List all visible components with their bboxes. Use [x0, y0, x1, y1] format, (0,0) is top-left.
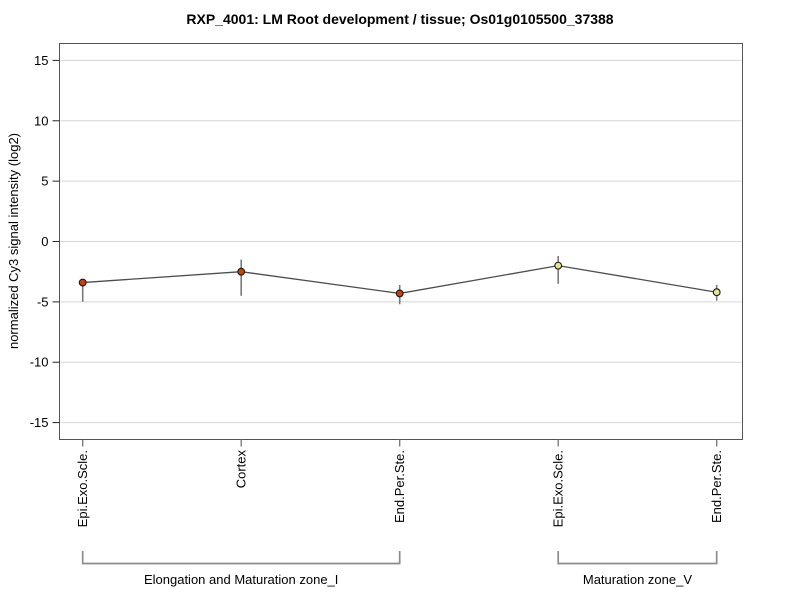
data-point — [78, 278, 87, 287]
group-label: Maturation zone_V — [582, 572, 692, 587]
y-tick-label: -10 — [30, 355, 49, 370]
data-point — [395, 289, 404, 298]
y-tick-label: 15 — [34, 53, 48, 68]
y-tick-label: -15 — [30, 415, 49, 430]
data-point — [237, 267, 246, 276]
x-tick-label: End.Per.Ste. — [392, 450, 407, 523]
x-tick-label: Cortex — [234, 450, 249, 489]
x-tick-label: End.Per.Ste. — [709, 450, 724, 523]
group-bracket — [557, 551, 718, 565]
chart-title: RXP_4001: LM Root development / tissue; … — [186, 11, 614, 27]
y-tick-label: -5 — [37, 294, 49, 309]
y-tick-label: 5 — [41, 174, 48, 189]
data-point — [554, 261, 563, 270]
y-tick-label: 0 — [41, 234, 48, 249]
x-tick-label: Epi.Exo.Scle. — [551, 450, 566, 527]
group-label: Elongation and Maturation zone_I — [143, 572, 339, 587]
y-tick-label: 10 — [34, 113, 48, 128]
group-bracket — [81, 551, 401, 565]
data-point — [712, 288, 721, 297]
x-tick-label: Epi.Exo.Scle. — [75, 450, 90, 527]
